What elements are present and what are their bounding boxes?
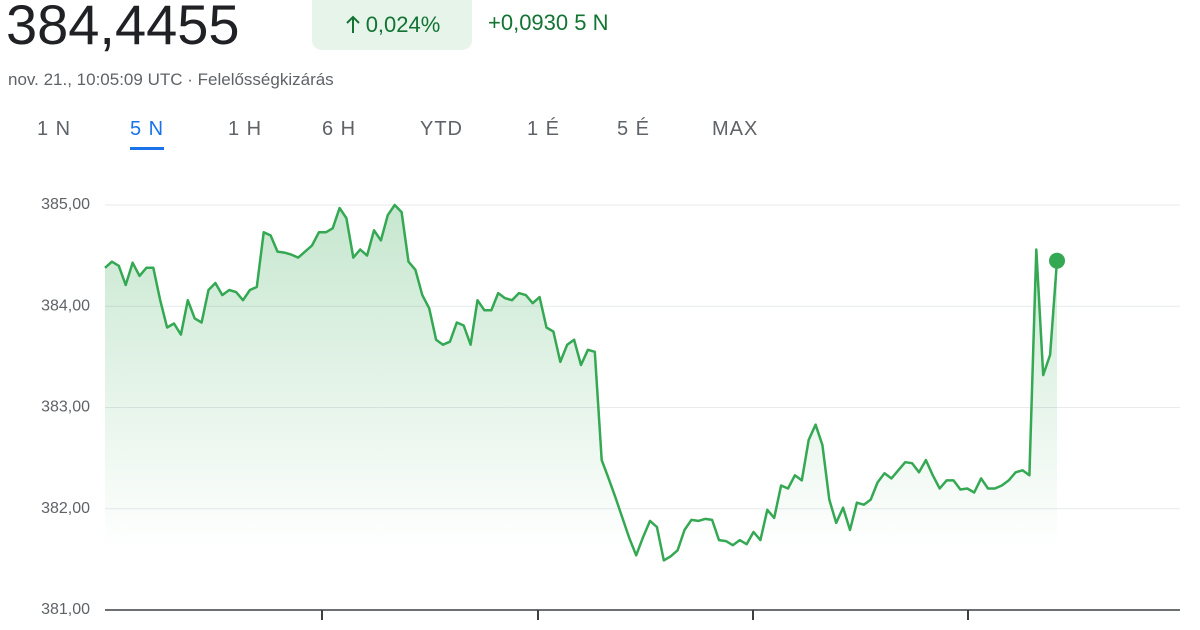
- range-tab[interactable]: MAX: [712, 118, 759, 140]
- disclaimer[interactable]: Felelősségkizárás: [197, 70, 334, 89]
- range-tab[interactable]: 1 N: [37, 118, 72, 140]
- range-tab[interactable]: YTD: [420, 118, 463, 140]
- change: +0,0930 5 N: [488, 10, 609, 36]
- change-value: +0,0930: [488, 10, 569, 35]
- range-tab[interactable]: 1 É: [527, 118, 561, 140]
- range-tab[interactable]: 5 É: [617, 118, 651, 140]
- subtitle: nov. 21., 10:05:09 UTC · Felelősségkizár…: [8, 70, 334, 89]
- y-tick-label: 384,00: [41, 297, 90, 314]
- price-line: [104, 203, 1059, 562]
- change-badge: 0,024%: [312, 0, 472, 50]
- y-tick-label: 385,00: [41, 196, 90, 213]
- up-arrow: [345, 15, 360, 33]
- range-tab[interactable]: 1 H: [228, 118, 263, 140]
- last-point: [1049, 252, 1065, 269]
- y-tick-label: 382,00: [41, 500, 90, 517]
- area: [105, 205, 1057, 610]
- range-tab[interactable]: 6 H: [322, 118, 357, 140]
- change-period: 5 N: [574, 10, 609, 35]
- range-tab[interactable]: 5 N: [130, 118, 165, 150]
- timestamp: nov. 21., 10:05:09 UTC: [8, 70, 183, 89]
- y-tick-label: 381,00: [41, 601, 90, 618]
- change-percent: 0,024%: [365, 12, 441, 37]
- price: 384,4455: [6, 0, 240, 56]
- y-tick-label: 383,00: [41, 399, 90, 416]
